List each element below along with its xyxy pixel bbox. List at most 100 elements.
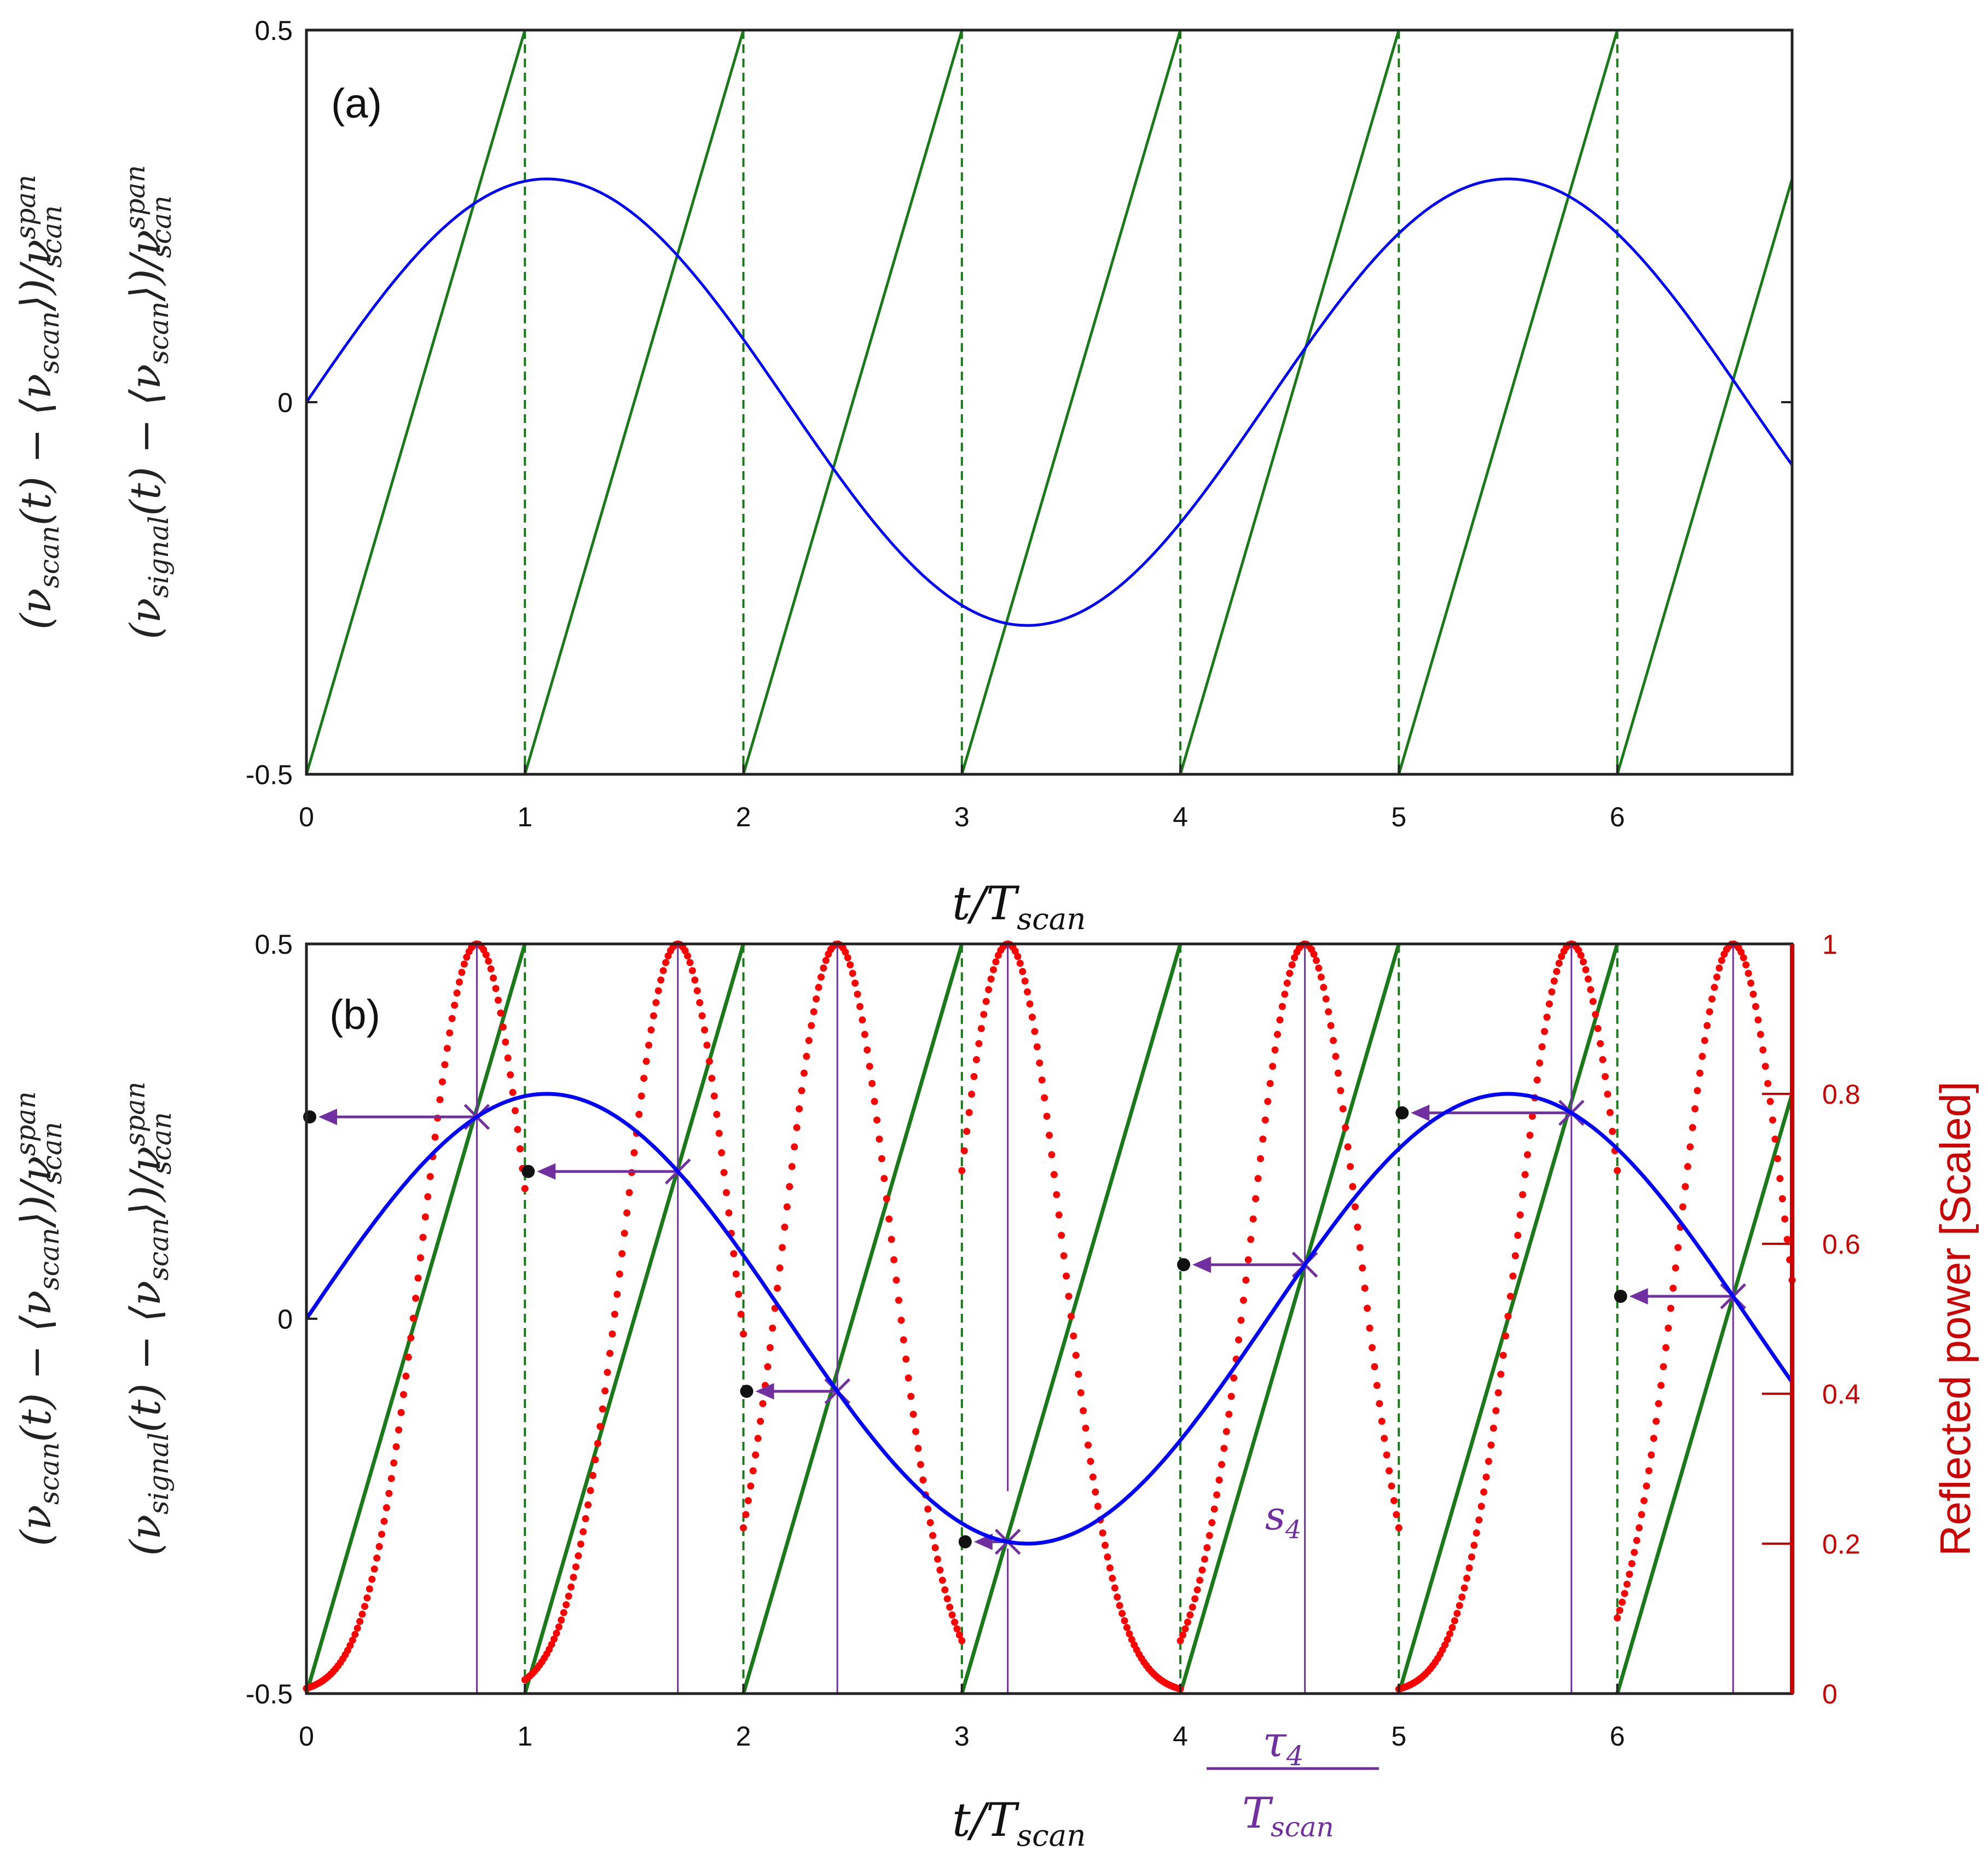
reflected-power-point [1528,1112,1536,1120]
panel-b-right-y-axis-label: Reflected power [Scaled] [1931,1081,1979,1556]
scan-ramp [523,30,745,775]
reflected-power-point [1579,958,1587,966]
reflected-power-point [822,957,830,964]
reflected-power-point [972,1056,980,1064]
reflected-power-point [1665,1324,1672,1332]
reflected-power-point [1225,1411,1233,1418]
reflected-power-point [589,1471,596,1479]
reflected-power-point [1584,975,1592,983]
reflected-power-point [1691,1105,1699,1112]
reflected-power-point [688,967,696,975]
reflected-power-point [1383,1451,1390,1459]
reflected-power-point [873,1116,881,1124]
reflected-power-point [451,1001,459,1009]
reflected-power-point [946,1603,954,1611]
reflected-power-point [404,1353,412,1361]
reflected-power-point [650,1012,657,1019]
reflected-power-point [1218,1460,1225,1468]
reflected-power-point [759,1400,767,1407]
reflected-power-point [565,1592,572,1600]
reflected-power-point [686,959,694,966]
reflected-power-point [382,1504,390,1511]
reflected-power-point [859,1016,866,1024]
reflected-power-point [1337,1087,1344,1094]
reflected-power-point [1631,1549,1638,1556]
reflected-power-point [1344,1143,1352,1151]
sample-dot [521,1164,535,1178]
reflected-power-point [1198,1566,1206,1574]
reflected-power-point [1773,1155,1781,1162]
panel-a-plot-area [305,30,1794,775]
panel-b-label: (b) [329,992,380,1038]
reflected-power-point [1053,1191,1060,1198]
reflected-power-point [1618,1598,1626,1606]
reflected-power-point [820,964,827,972]
reflected-power-point [1604,1091,1612,1098]
x-tick-label: 2 [736,802,751,832]
reflected-power-point [1509,1272,1517,1280]
reflected-power-point [905,1374,912,1382]
reflected-power-point [902,1355,910,1363]
reflected-power-point [1055,1211,1063,1219]
y-tick-label: -0.5 [246,1679,293,1709]
sample-arrowhead [755,1383,774,1400]
reflected-power-point [708,1075,716,1082]
reflected-power-point [1754,1016,1762,1024]
reflected-power-point [985,986,993,994]
reflected-power-point [1371,1363,1378,1371]
reflected-power-point [1594,1025,1602,1033]
right-tick-label: 0.8 [1822,1079,1861,1110]
reflected-power-point [424,1193,432,1201]
reflected-power-point [1587,986,1595,994]
reflected-power-point [929,1532,937,1539]
reflected-power-point [851,979,859,987]
reflected-power-point [1179,1631,1186,1639]
reflected-power-point [783,1203,791,1210]
reflected-power-point [458,969,466,976]
reflected-power-point [1682,1182,1689,1190]
reflected-power-point [1203,1544,1211,1551]
reflected-power-point [596,1423,604,1430]
reflected-power-point [453,989,461,997]
reflected-power-point [366,1585,373,1593]
reflected-power-point [1189,1603,1196,1611]
reflected-power-point [1065,1292,1073,1300]
reflected-power-point [426,1173,434,1180]
reflected-power-point [1441,1641,1449,1649]
right-tick-label: 0 [1822,1679,1838,1709]
reflected-power-point [766,1344,774,1352]
panel-a-x-axis-label: t/Tscan [952,877,1086,936]
reflected-power-point [863,1046,871,1054]
reflected-power-point [842,948,849,956]
reflected-power-point [368,1575,376,1583]
reflected-power-point [1278,1002,1286,1010]
signal-curve [305,177,1794,627]
reflected-power-point [553,1630,560,1637]
reflected-power-point [1196,1576,1204,1584]
reflected-power-point [1485,1458,1492,1465]
reflected-power-point [579,1528,587,1535]
reflected-power-point [1128,1636,1135,1643]
reflected-power-point [1533,1076,1541,1084]
reflected-power-point [1749,990,1757,998]
reflected-power-point [953,1625,961,1633]
x-tick-label: 1 [517,802,532,832]
reflected-power-point [1060,1252,1068,1260]
reflected-power-point [1460,1584,1468,1592]
sample-arrowhead [318,1109,337,1126]
reflected-power-point [744,1497,752,1504]
reflected-power-point [412,1295,420,1302]
reflected-power-point [1747,979,1755,987]
reflected-power-point [1288,961,1296,969]
reflected-power-point [1109,1574,1116,1582]
reflected-power-point [436,1096,444,1104]
reflected-power-point [1381,1435,1388,1442]
reflected-power-point [482,951,490,959]
reflected-power-point [698,1012,706,1019]
panel-a-y-axis-label-outer: (νscan(t) − ⟨νscan⟩)/νspanscan [10,175,68,629]
reflected-power-point [1026,1000,1034,1008]
reflected-power-point [1104,1553,1111,1561]
tau-numerator: τ4 [1263,1718,1304,1772]
reflected-power-point [774,1284,781,1292]
